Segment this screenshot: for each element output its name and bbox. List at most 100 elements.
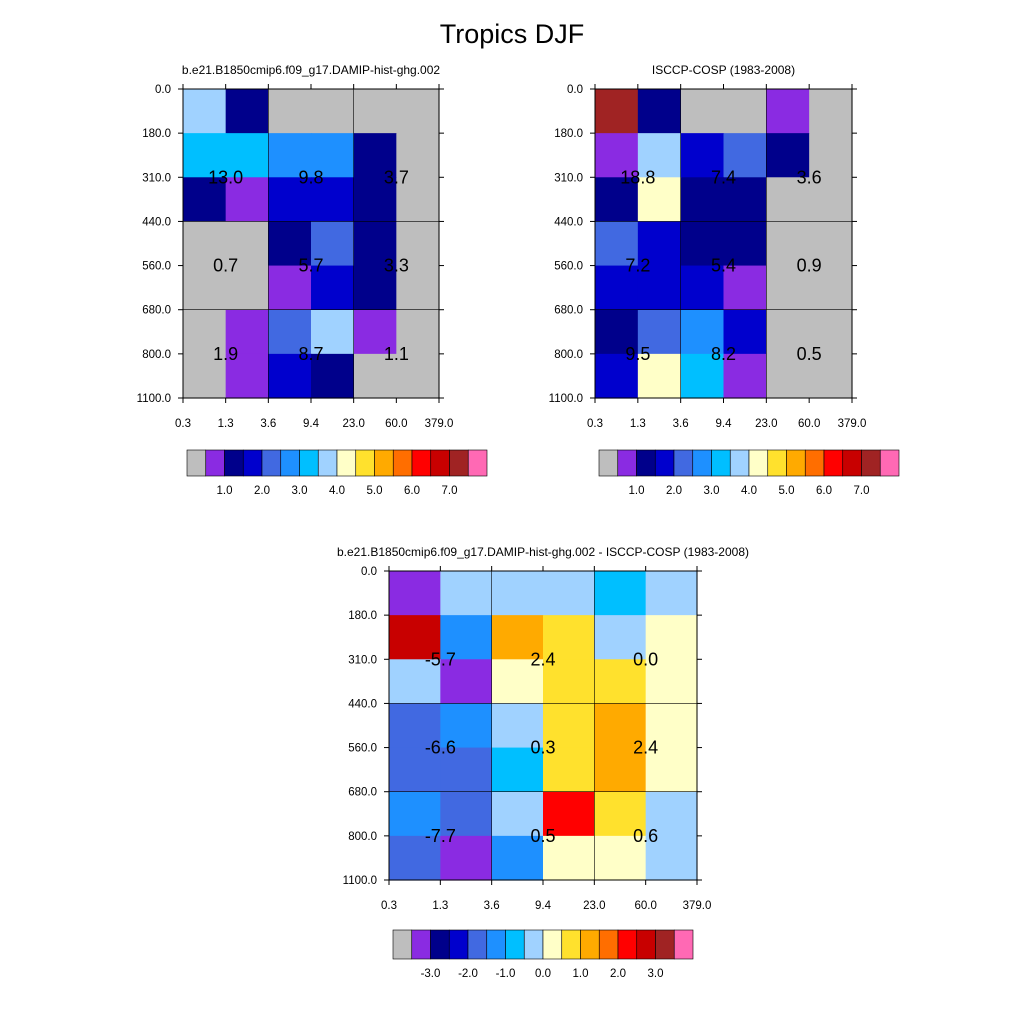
heatmap-cell [723,89,767,134]
colorbar-label: -3.0 [421,968,441,980]
colorbar-swatch [561,929,581,960]
colorbar-label: 3.0 [704,485,720,497]
y-tick-label: 800.0 [554,349,583,361]
heatmap-cell [225,177,269,223]
panel-difference: b.e21.B1850cmip6.f09_g17.DAMIP-hist-ghg.… [337,545,749,980]
y-tick-label: 800.0 [142,349,171,361]
heatmap-cell [543,835,595,881]
colorbar-swatch [598,449,619,477]
heatmap-cell [645,791,698,837]
panel-model: b.e21.B1850cmip6.f09_g17.DAMIP-hist-ghg.… [137,63,488,497]
block-value-label: 0.7 [213,256,238,276]
y-tick-label: 310.0 [142,172,171,184]
block-value-label: 3.3 [384,256,409,276]
colorbar-swatch [748,449,769,477]
heatmap-cell [183,353,227,399]
heatmap-cell [396,353,440,399]
colorbar-swatch [448,929,469,960]
heatmap-cell [766,221,810,267]
heatmap-cell [637,265,682,311]
colorbar-swatch [542,929,563,960]
y-tick-label: 800.0 [348,831,377,843]
heatmap-cell [183,221,227,267]
colorbar-swatch [299,449,319,477]
colorbar-label: 3.0 [292,485,308,497]
colorbar-swatch [617,449,637,477]
block-value-label: 3.7 [384,167,409,187]
heatmap-cell [723,353,767,399]
block-value-label: 13.0 [208,167,243,187]
colorbar-swatch [823,449,844,477]
colorbar-swatch [804,449,825,477]
block-value-label: 18.8 [620,167,655,187]
heatmap-cell [766,89,810,134]
colorbar-label: 4.0 [741,485,757,497]
heatmap-cell [225,89,269,134]
heatmap-cell [440,659,493,705]
colorbar-label: 1.0 [573,968,589,980]
heatmap-cell [183,89,227,134]
heatmap-cell [491,571,544,616]
y-tick-label: 0.0 [155,84,171,96]
block-value-label: 0.5 [797,344,822,364]
heatmap-cell [637,133,682,178]
heatmap-cell [311,221,355,267]
heatmap-cell [311,177,355,223]
x-tick-label: 9.4 [716,418,733,430]
heatmap-cell [389,571,441,616]
heatmap-cell [311,89,355,134]
colorbar-swatch [692,449,712,477]
heatmap-cell [268,89,312,134]
heatmap-cell [543,747,595,793]
colorbar-label: 1.0 [217,485,233,497]
colorbar-swatch [636,449,656,477]
heatmap-cell [225,133,269,178]
colorbar-swatch [392,929,413,960]
heatmap-cell [543,571,595,616]
heatmap-cell [680,309,725,355]
heatmap-cell [680,265,725,311]
block-value-label: 2.4 [530,649,555,669]
block-value-label: 0.6 [633,826,658,846]
heatmap-cell [268,265,312,311]
heatmap-cell [389,615,441,660]
panel-title: b.e21.B1850cmip6.f09_g17.DAMIP-hist-ghg.… [182,63,440,77]
colorbar-label: 6.0 [404,485,420,497]
heatmap-cell [389,835,441,881]
heatmap-cell [594,835,647,881]
heatmap-cell [396,221,440,267]
heatmap-cell [491,703,544,749]
y-tick-label: 1100.0 [137,393,171,405]
colorbar-label: 5.0 [779,485,795,497]
y-tick-label: 680.0 [554,305,583,317]
x-tick-label: 0.3 [587,418,603,430]
colorbar-label: 7.0 [854,485,870,497]
block-value-label: -7.7 [425,826,456,846]
block-value-label: -6.6 [425,738,456,758]
y-tick-label: 560.0 [348,743,377,755]
y-tick-label: 180.0 [348,610,377,622]
heatmap-cell [595,177,639,223]
heatmap-cell [766,177,810,223]
x-tick-label: 3.6 [484,900,500,912]
heatmap-cell [491,791,544,837]
y-tick-label: 560.0 [554,261,583,273]
x-tick-label: 0.3 [381,900,397,912]
colorbar-label: 7.0 [442,485,458,497]
heatmap-cell [645,615,698,660]
heatmap-cell [766,309,810,355]
heatmap-cell [353,133,397,178]
colorbar-swatch [786,449,806,477]
heatmap-cell [183,265,227,311]
colorbar-swatch [374,449,394,477]
block-value-label: 3.6 [797,167,822,187]
heatmap-cell [594,703,647,749]
block-value-label: 1.1 [384,344,409,364]
x-tick-label: 23.0 [755,418,777,430]
block-value-label: 9.8 [298,167,323,187]
x-tick-label: 60.0 [385,418,407,430]
heatmap-cell [440,703,493,749]
x-tick-label: 0.3 [175,418,191,430]
block-value-label: 8.2 [711,344,736,364]
heatmap-cell [809,353,853,399]
